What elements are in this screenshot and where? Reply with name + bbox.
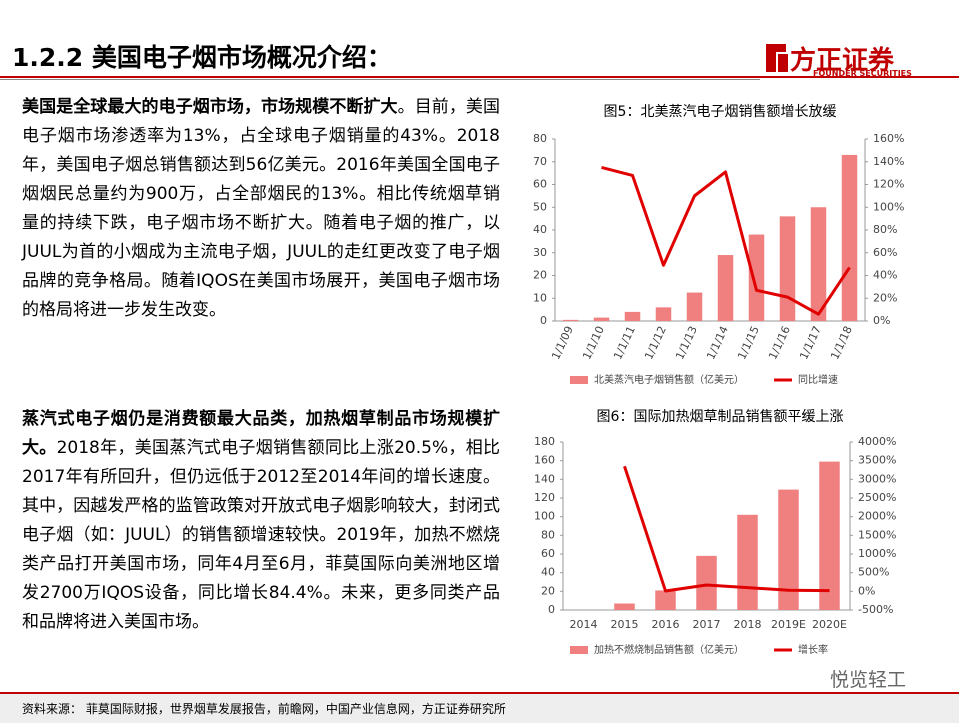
x-tick-label: 2015 [611, 618, 639, 631]
watermark: 悦览轻工 [830, 669, 907, 691]
bar [686, 292, 703, 321]
x-tick-label: 1/1/15 [735, 324, 762, 362]
bar [748, 234, 765, 321]
chart-title: 图6：国际加热烟草制品销售额平缓上涨 [597, 409, 844, 425]
x-tick-label: 1/1/12 [642, 324, 669, 362]
bar [624, 311, 641, 321]
y2-tick-label: 160% [873, 132, 904, 145]
y2-tick-label: 80% [873, 223, 897, 236]
y2-tick-label: 0% [858, 584, 875, 597]
y2-tick-label: 60% [873, 246, 897, 259]
title-rule [0, 76, 959, 78]
x-tick-label: 2018 [734, 618, 762, 631]
y-tick-label: 40 [533, 223, 547, 236]
bar [737, 514, 758, 610]
x-tick-label: 1/1/14 [704, 324, 731, 362]
y2-tick-label: -500% [858, 603, 893, 616]
y2-tick-label: 1000% [858, 547, 896, 560]
x-tick-label: 2014 [570, 618, 598, 631]
y-tick-label: 50 [533, 200, 547, 213]
y2-tick-label: 120% [873, 178, 904, 191]
bar [810, 207, 827, 321]
legend-swatch [570, 646, 588, 654]
chart: 图6：国际加热烟草制品销售额平缓上涨 0 20 40 60 80 100 120 140 160 1… [534, 409, 896, 656]
bar [819, 461, 840, 610]
y-tick-label: 40 [541, 566, 555, 579]
y2-tick-label: 20% [873, 291, 897, 304]
y-tick-label: 70 [533, 155, 547, 168]
x-tick-label: 1/1/18 [828, 324, 855, 362]
paragraph: 蒸汽式电子烟仍是消费额最大品类，加热烟草制品市场规模扩大。2018年，美国蒸汽式… [22, 405, 500, 637]
bar [778, 489, 799, 610]
lead: 美国是全球最大的电子烟市场，市场规模不断扩大 [22, 97, 398, 117]
slide-title: 1.2.2 美国电子烟市场概况介绍： [12, 43, 392, 72]
y-tick-label: 100 [534, 510, 555, 523]
y-tick-label: 180 [534, 435, 555, 448]
footer: 资料来源： 菲莫国际财报，世界烟草发展报告，前瞻网，中国产业信息网，方正证券研究… [0, 692, 959, 723]
source: 资料来源： 菲莫国际财报，世界烟草发展报告，前瞻网，中国产业信息网，方正证券研究… [22, 702, 506, 716]
bar [841, 154, 858, 321]
y-tick-label: 160 [534, 454, 555, 467]
lead: 蒸汽式电子烟仍是消费额最大品类，加热烟草制品市场规模扩大。 [22, 409, 500, 458]
x-tick-label: 1/1/10 [580, 324, 607, 362]
y-tick-label: 140 [534, 472, 555, 485]
body-text: 。目前，美国电子烟市场渗透率为13%，占全球电子烟销量的43%。2018年，美国… [22, 97, 501, 320]
x-tick-label: 1/1/17 [797, 324, 824, 362]
y-tick-label: 20 [541, 584, 555, 597]
y-tick-label: 0 [540, 314, 547, 327]
logo: 方正证券 [790, 46, 895, 76]
line [601, 165, 851, 316]
x-tick-label: 1/1/11 [611, 324, 638, 362]
y-tick-label: 0 [548, 603, 555, 616]
y2-tick-label: 3500% [858, 454, 896, 467]
y-tick-label: 60 [533, 178, 547, 191]
legend-label: 加热不燃烧制品销售额（亿美元） [594, 643, 744, 656]
y2-tick-label: 2000% [858, 510, 896, 523]
line [623, 465, 830, 593]
bar [593, 317, 610, 321]
chart-title: 图5：北美蒸汽电子烟销售额增长放缓 [604, 104, 837, 120]
y2-tick-label: 1500% [858, 528, 896, 541]
y2-tick-label: 3000% [858, 472, 896, 485]
y-tick-label: 30 [533, 246, 547, 259]
y2-tick-label: 140% [873, 155, 904, 168]
logo-icon [766, 44, 788, 72]
legend-label: 增长率 [798, 643, 828, 656]
paragraph: 美国是全球最大的电子烟市场，市场规模不断扩大。目前，美国电子烟市场渗透率为13%… [22, 93, 500, 325]
bar [717, 255, 734, 321]
y2-tick-label: 100% [873, 200, 904, 213]
legend-label: 同比增速 [798, 373, 838, 386]
x-tick-label: 1/1/13 [673, 324, 700, 362]
bar [655, 307, 672, 321]
y2-tick-label: 500% [858, 566, 889, 579]
legend-swatch [570, 376, 588, 384]
y2-tick-label: 4000% [858, 435, 896, 448]
y-tick-label: 60 [541, 547, 555, 560]
y2-tick-label: 2500% [858, 491, 896, 504]
x-tick-label: 1/1/09 [549, 324, 576, 362]
x-tick-label: 2016 [652, 618, 680, 631]
x-tick-label: 2019E [771, 618, 806, 631]
title-rule [0, 79, 760, 80]
legend-label: 北美蒸汽电子烟销售额（亿美元） [594, 373, 744, 386]
y-tick-label: 80 [533, 132, 547, 145]
y2-tick-label: 0% [873, 314, 890, 327]
body-text: 2018年，美国蒸汽式电子烟销售额同比上涨20.5%，相比2017年有所回升，但… [22, 438, 500, 632]
logo-subtitle: FOUNDER SECURITIES [813, 69, 912, 78]
bar [696, 555, 717, 610]
x-tick-label: 1/1/16 [766, 324, 793, 362]
bar [779, 216, 796, 321]
x-tick-label: 2017 [693, 618, 721, 631]
y-tick-label: 120 [534, 491, 555, 504]
bar [562, 319, 579, 321]
y-tick-label: 20 [533, 269, 547, 282]
chart: 图5：北美蒸汽电子烟销售额增长放缓 0 10 20 30 40 50 60 70 80 0% 20% 4… [533, 104, 904, 386]
y-tick-label: 80 [541, 528, 555, 541]
bar [614, 603, 635, 610]
x-tick-label: 2020E [812, 618, 847, 631]
y-tick-label: 10 [533, 291, 547, 304]
bar [655, 590, 676, 610]
y2-tick-label: 40% [873, 269, 897, 282]
